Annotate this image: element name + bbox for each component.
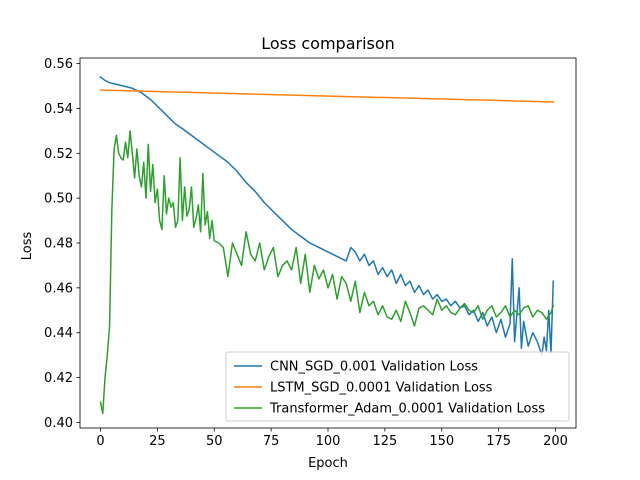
y-tick-label: 0.50 — [44, 192, 73, 207]
legend: CNN_SGD_0.001 Validation Loss LSTM_SGD_0.… — [225, 351, 570, 422]
y-axis-title: Loss — [20, 232, 35, 261]
legend-label-0: CNN_SGD_0.001 Validation Loss — [270, 360, 478, 375]
x-tick-label: 0 — [96, 434, 104, 449]
y-tick-label: 0.56 — [44, 57, 73, 72]
x-tick-label: 25 — [149, 434, 166, 449]
y-tick-label: 0.44 — [44, 326, 73, 341]
chart-title: Loss comparison — [261, 34, 395, 53]
x-tick-label: 175 — [486, 434, 511, 449]
series-line-0 — [99, 76, 555, 356]
legend-box — [225, 351, 570, 422]
legend-label-2: Transformer_Adam_0.0001 Validation Loss — [269, 402, 545, 417]
x-tick-label: 125 — [372, 434, 397, 449]
x-tick-label: 100 — [316, 434, 341, 449]
y-tick-label: 0.52 — [44, 147, 73, 162]
series-lines — [99, 76, 555, 415]
series-line-1 — [99, 89, 555, 103]
y-tick-label: 0.46 — [44, 281, 73, 296]
x-axis: 0 25 50 75 100 125 150 175 200 — [96, 428, 568, 449]
x-tick-label: 75 — [263, 434, 280, 449]
y-tick-label: 0.42 — [44, 371, 73, 386]
y-tick-label: 0.48 — [44, 237, 73, 252]
legend-label-1: LSTM_SGD_0.0001 Validation Loss — [270, 381, 493, 396]
x-tick-label: 200 — [543, 434, 568, 449]
x-tick-label: 150 — [429, 434, 454, 449]
series-line-2 — [99, 130, 555, 415]
y-axis: 0.40 0.42 0.44 0.46 0.48 0.50 0.52 0.54 0.56 — [44, 57, 80, 431]
y-tick-label: 0.40 — [44, 416, 73, 431]
x-tick-label: 50 — [206, 434, 223, 449]
x-axis-title: Epoch — [308, 456, 348, 471]
y-tick-label: 0.54 — [44, 102, 73, 117]
